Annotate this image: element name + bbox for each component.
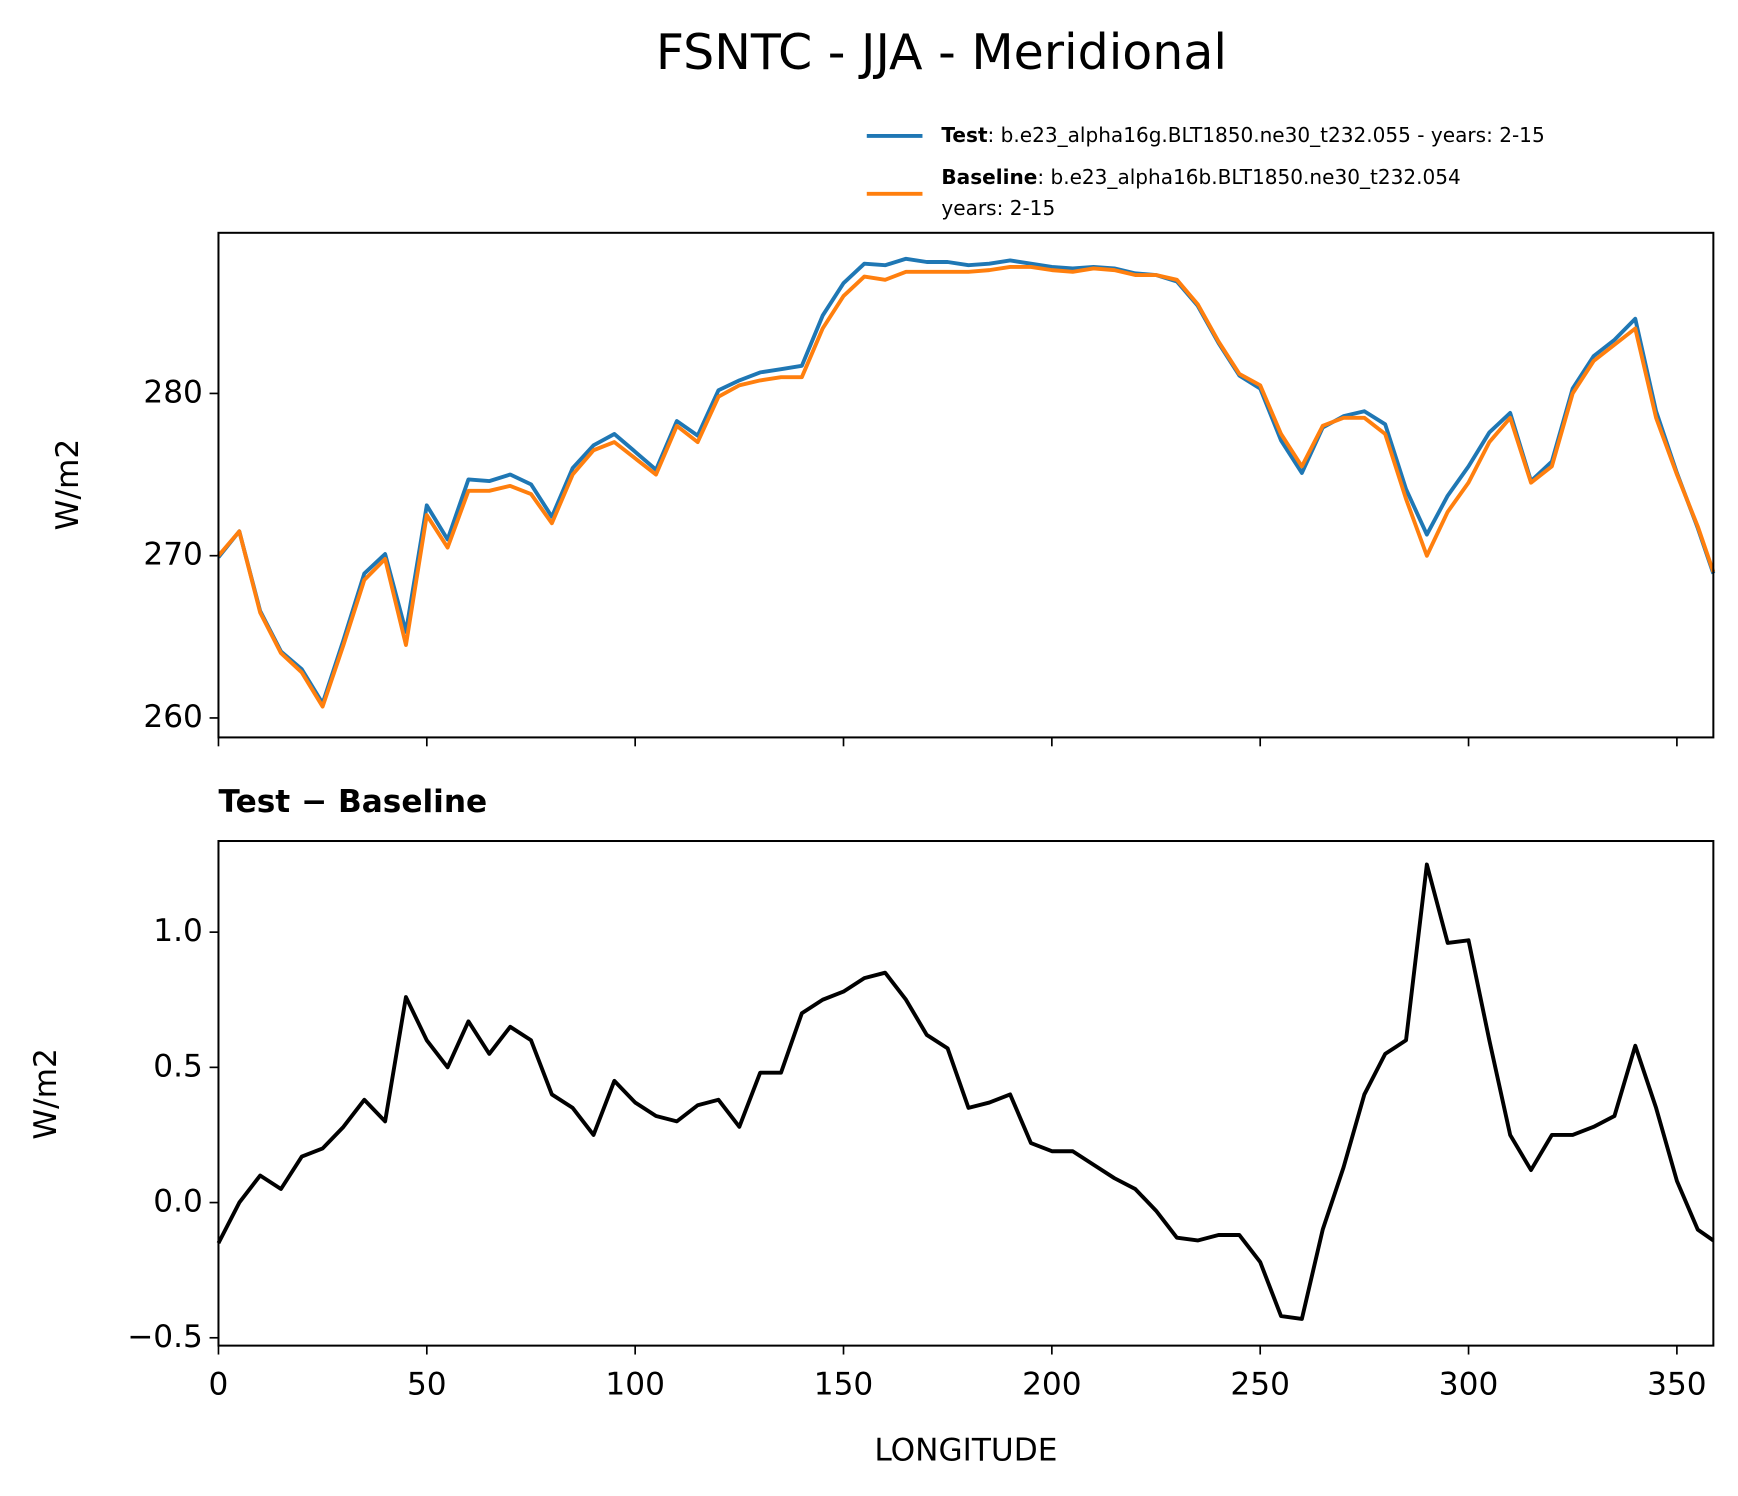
x-tick-label: 200 — [1022, 1367, 1082, 1403]
y-tick-label: 1.0 — [153, 913, 203, 949]
data-line — [216, 256, 1716, 706]
legend-entry: Baseline: b.e23_alpha16b.BLT1850.ne30_t2… — [941, 165, 1460, 189]
subplot-title: Test − Baseline — [218, 784, 487, 820]
data-line — [216, 862, 1715, 1321]
y-axis-label: W/m2 — [50, 439, 86, 531]
figure-title: FSNTC - JJA - Meridional — [656, 24, 1227, 81]
legend-desc: : b.e23_alpha16g.BLT1850.ne30_t232.055 -… — [988, 122, 1545, 146]
y-axis-label: W/m2 — [28, 1048, 64, 1140]
y-tick-label: 280 — [143, 374, 203, 410]
legend-entry: Test: b.e23_alpha16g.BLT1850.ne30_t232.0… — [941, 122, 1544, 146]
legend: Test: b.e23_alpha16g.BLT1850.ne30_t232.0… — [866, 122, 1545, 220]
legend-name: Baseline — [941, 165, 1037, 189]
data-line — [216, 264, 1716, 709]
y-tick-label: −0.5 — [127, 1319, 203, 1355]
x-tick-label: 300 — [1439, 1367, 1499, 1403]
legend-name: Test — [941, 122, 988, 146]
x-tick-label: 0 — [209, 1367, 229, 1403]
y-tick-label: 0.0 — [153, 1184, 203, 1220]
x-tick-label: 50 — [407, 1367, 447, 1403]
y-tick-label: 270 — [143, 537, 203, 573]
x-axis-label: LONGITUDE — [874, 1432, 1057, 1468]
legend-desc: years: 2-15 — [941, 196, 1055, 220]
x-tick-label: 150 — [814, 1367, 874, 1403]
x-tick-label: 250 — [1230, 1367, 1290, 1403]
y-tick-label: 260 — [143, 699, 203, 735]
y-tick-label: 0.5 — [153, 1048, 203, 1084]
x-tick-label: 350 — [1647, 1367, 1707, 1403]
x-tick-label: 100 — [605, 1367, 665, 1403]
axes-frame — [217, 840, 1715, 1347]
legend-desc: : b.e23_alpha16b.BLT1850.ne30_t232.054 — [1037, 165, 1460, 189]
axes-frame — [217, 231, 1715, 739]
